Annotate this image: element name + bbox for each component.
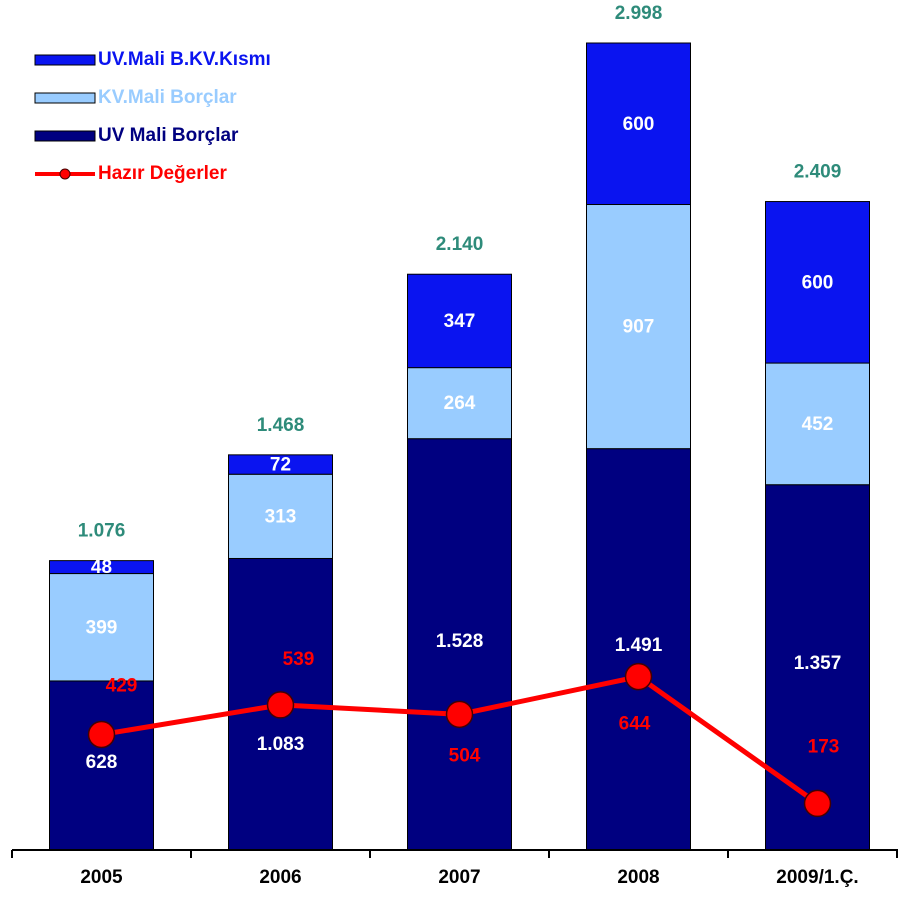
line-label: 644 bbox=[619, 714, 651, 735]
line-marker bbox=[445, 700, 474, 729]
bar-segment bbox=[586, 42, 691, 206]
line-marker bbox=[803, 789, 832, 818]
total-label: 2.998 bbox=[615, 3, 663, 24]
data-label: 452 bbox=[802, 414, 834, 435]
bar-segment bbox=[765, 362, 870, 486]
line-label: 173 bbox=[808, 736, 840, 757]
bar-segment bbox=[586, 448, 691, 851]
legend-label: UV.Mali B.KV.Kısmı bbox=[98, 49, 271, 70]
data-label: 72 bbox=[270, 455, 291, 476]
line-marker bbox=[87, 720, 116, 749]
x-tick-label: 2005 bbox=[80, 867, 123, 888]
legend-swatch bbox=[34, 54, 96, 66]
data-label: 48 bbox=[91, 557, 112, 578]
legend-label: UV Mali Borçlar bbox=[98, 125, 239, 146]
data-label: 313 bbox=[265, 506, 297, 527]
line-marker bbox=[624, 662, 653, 691]
legend-marker bbox=[59, 168, 71, 180]
total-label: 2.409 bbox=[794, 162, 842, 183]
data-label: 264 bbox=[444, 393, 476, 414]
bar-segment bbox=[407, 438, 512, 851]
bar-segment bbox=[49, 680, 154, 851]
x-tick-label: 2007 bbox=[438, 867, 480, 888]
bar-segment bbox=[228, 454, 333, 475]
data-label: 1.357 bbox=[794, 653, 842, 674]
x-tick-label: 2009/1.Ç. bbox=[776, 867, 858, 888]
bar-segment bbox=[765, 484, 870, 851]
data-label: 347 bbox=[444, 311, 476, 332]
bar-segment bbox=[586, 204, 691, 450]
data-label: 1.491 bbox=[615, 635, 663, 656]
legend-label: Hazır Değerler bbox=[98, 163, 227, 184]
bar-segment bbox=[49, 573, 154, 682]
line-label: 539 bbox=[283, 649, 315, 670]
total-label: 2.140 bbox=[436, 234, 484, 255]
bar-segment bbox=[407, 367, 512, 440]
x-tick-label: 2008 bbox=[617, 867, 659, 888]
data-label: 1.528 bbox=[436, 631, 484, 652]
line-marker bbox=[266, 691, 295, 719]
total-label: 1.468 bbox=[257, 415, 305, 436]
data-label: 1.083 bbox=[257, 734, 305, 755]
data-label: 600 bbox=[623, 114, 655, 135]
line-label: 429 bbox=[106, 676, 138, 697]
line-label: 504 bbox=[449, 745, 481, 766]
data-label: 907 bbox=[623, 317, 655, 338]
legend-label: KV.Mali Borçlar bbox=[98, 87, 237, 108]
x-tick-label: 2006 bbox=[259, 867, 301, 888]
data-label: 628 bbox=[86, 752, 118, 773]
legend-swatch bbox=[34, 92, 96, 104]
data-label: 399 bbox=[86, 617, 118, 638]
bar-segment bbox=[765, 201, 870, 364]
bar-segment bbox=[49, 560, 154, 575]
bar-segment bbox=[228, 473, 333, 559]
bar-segment bbox=[407, 273, 512, 369]
legend-swatch bbox=[34, 130, 96, 142]
data-label: 600 bbox=[802, 272, 834, 293]
total-label: 1.076 bbox=[78, 521, 126, 542]
